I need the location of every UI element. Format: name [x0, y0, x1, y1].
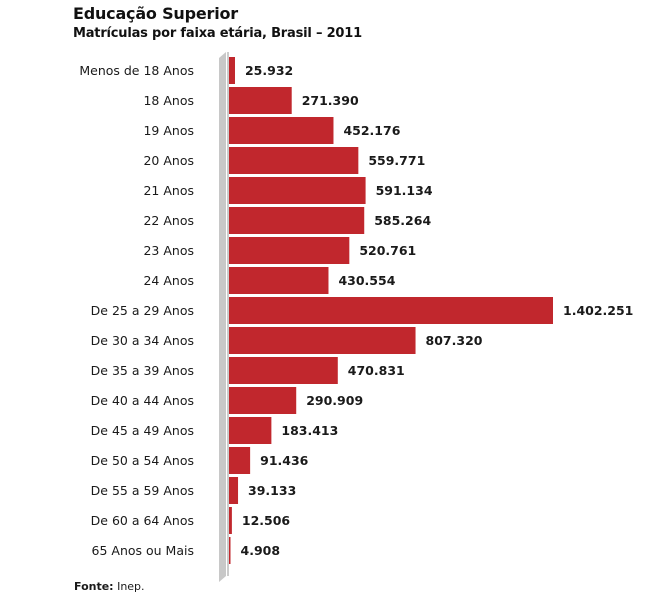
data-label: 12.506 [242, 513, 291, 528]
data-label: 430.554 [338, 273, 395, 288]
data-label: 585.264 [374, 213, 431, 228]
bar [229, 267, 329, 294]
chart-title: Educação Superior [73, 4, 238, 23]
category-label: Menos de 18 Anos [79, 63, 194, 78]
data-label: 4.908 [241, 543, 281, 558]
category-label: De 55 a 59 Anos [91, 483, 194, 498]
category-label: 65 Anos ou Mais [92, 543, 194, 558]
bar [229, 57, 235, 84]
bar [229, 297, 553, 324]
source-note: Fonte: Inep. [74, 580, 145, 593]
bar [229, 417, 272, 444]
bar [229, 357, 338, 384]
chart-subtitle: Matrículas por faixa etária, Brasil – 20… [73, 26, 362, 41]
data-label: 520.761 [359, 243, 416, 258]
data-label: 91.436 [260, 453, 309, 468]
data-label: 807.320 [426, 333, 483, 348]
source-label: Fonte: [74, 580, 114, 593]
category-label: De 40 a 44 Anos [91, 393, 194, 408]
data-label: 183.413 [281, 423, 338, 438]
category-label: De 35 a 39 Anos [91, 363, 194, 378]
bar [229, 117, 334, 144]
bar [229, 87, 292, 114]
category-label: 21 Anos [143, 183, 194, 198]
data-label: 591.134 [376, 183, 433, 198]
category-label: De 25 a 29 Anos [91, 303, 194, 318]
category-label: 19 Anos [143, 123, 194, 138]
bar [229, 387, 297, 414]
bar [229, 177, 366, 204]
data-label: 559.771 [368, 153, 425, 168]
data-label: 39.133 [248, 483, 296, 498]
bar [229, 537, 231, 564]
axis-band [219, 52, 226, 582]
bar [229, 477, 239, 504]
category-label: 20 Anos [143, 153, 194, 168]
bar [229, 147, 359, 174]
data-label: 25.932 [245, 63, 293, 78]
bar [229, 237, 350, 264]
category-label: De 30 a 34 Anos [91, 333, 194, 348]
source-text: Inep. [113, 580, 145, 593]
category-label: De 60 a 64 Anos [91, 513, 194, 528]
bar [229, 207, 365, 234]
category-label: 22 Anos [143, 213, 194, 228]
data-label: 271.390 [302, 93, 359, 108]
data-label: 452.176 [343, 123, 400, 138]
category-label: De 50 a 54 Anos [91, 453, 194, 468]
category-label: 24 Anos [143, 273, 194, 288]
category-label: 23 Anos [143, 243, 194, 258]
data-label: 470.831 [348, 363, 405, 378]
category-label: De 45 a 49 Anos [91, 423, 194, 438]
category-label: 18 Anos [143, 93, 194, 108]
data-label: 1.402.251 [563, 303, 633, 318]
bar [229, 447, 251, 474]
bar [229, 327, 416, 354]
data-label: 290.909 [306, 393, 363, 408]
bar [229, 507, 232, 534]
